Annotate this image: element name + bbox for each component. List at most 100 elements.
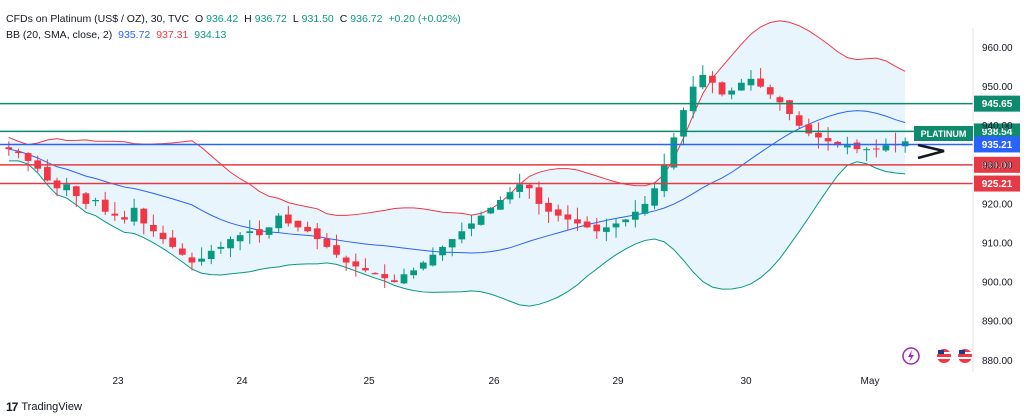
candle-body [265, 227, 273, 235]
low-value: 931.50 [301, 13, 334, 25]
x-tick-label: 30 [740, 376, 752, 387]
candle-body [776, 97, 784, 103]
bb-upper-value: 937.31 [156, 29, 189, 41]
tradingview-logo-icon: 17 [6, 400, 18, 414]
candle-body [506, 192, 514, 200]
candle-body [709, 75, 716, 83]
price-axis: 960.00 950.00 940.00 930.00 920.00 910.00 900.… [982, 43, 1013, 367]
candle-body [622, 219, 630, 223]
candle-body [680, 110, 687, 137]
y-tick-label: 920.00 [982, 199, 1013, 210]
candle-body [217, 246, 225, 249]
level-tag-box [974, 123, 1020, 140]
candle-body [150, 224, 157, 232]
candle-body [496, 200, 504, 210]
candle-body [699, 74, 707, 88]
candle-body [477, 215, 485, 225]
change-value: +0.20 (+0.02%) [388, 13, 461, 25]
level-tag-box [974, 95, 1020, 112]
indicator-header[interactable]: BB (20, SMA, close, 2) 935.72 937.31 934… [6, 29, 229, 41]
y-tick-label: 880.00 [982, 356, 1013, 367]
symbol-name: CFDs on Platinum (US$ / OZ), 30, TVC [6, 13, 190, 25]
candle-body [390, 280, 398, 283]
candle-body [188, 257, 196, 263]
y-tick-label: 940.00 [982, 121, 1013, 132]
candle-body [525, 184, 533, 189]
candle-body [429, 254, 437, 266]
candle-body [728, 90, 736, 95]
candle-body [795, 115, 803, 126]
candle-body [458, 231, 466, 240]
symbol-header: CFDs on Platinum (US$ / OZ), 30, TVC O 93… [6, 13, 464, 25]
x-tick-label: 26 [488, 376, 500, 387]
candle-body [834, 141, 842, 146]
candle-body [207, 250, 215, 259]
candle-body [323, 238, 331, 247]
bb-lower-value: 934.13 [194, 29, 227, 41]
candle-body [111, 213, 119, 216]
candle-body [737, 82, 745, 91]
candle-body [882, 145, 890, 151]
candle-body [304, 226, 311, 232]
candle-body [535, 187, 543, 204]
candle-body [284, 214, 292, 224]
y-tick-label: 890.00 [982, 317, 1013, 328]
us-flag-icon-2 [958, 349, 972, 363]
candle-body [545, 202, 552, 212]
candle-body [178, 248, 186, 255]
candle-body [843, 145, 851, 148]
candle-body [333, 245, 340, 255]
horizontal-levels: 945.65 938.54 935.21 930.00 925.21 [0, 95, 1020, 192]
candle-body [564, 214, 572, 220]
candle-body [101, 199, 109, 212]
close-label: C [339, 13, 348, 25]
level-tag-label: 938.54 [982, 127, 1013, 138]
candle-body [43, 167, 51, 181]
candle-body [419, 262, 427, 269]
low-label: L [292, 13, 299, 25]
candle-body [130, 207, 138, 222]
candle-body [766, 87, 774, 95]
bb-basis-value: 935.72 [118, 29, 151, 41]
open-label: O [194, 13, 204, 25]
candle-body [603, 227, 610, 232]
candle-body [631, 211, 639, 220]
candle-body [824, 138, 832, 142]
candle-body [381, 274, 389, 279]
candle-body [439, 246, 446, 256]
candle-body [593, 224, 601, 232]
y-tick-label: 930.00 [982, 160, 1013, 171]
candle-body [853, 142, 861, 150]
candle-body [641, 203, 649, 214]
candle-body [227, 239, 234, 249]
candle-body [5, 147, 13, 150]
candle-body [63, 184, 71, 191]
candle-body [718, 82, 726, 95]
bb-label: BB (20, SMA, close, 2) [6, 29, 113, 41]
high-value: 936.72 [254, 13, 287, 25]
candle-body [246, 231, 254, 234]
candle-body [256, 229, 263, 236]
candle-body [400, 274, 408, 284]
time-axis: 23 24 25 26 29 30 May [112, 376, 879, 387]
candle-body [747, 78, 755, 86]
candle-body [294, 220, 302, 228]
y-tick-label: 950.00 [982, 82, 1013, 93]
candle-body [159, 232, 167, 240]
bollinger-bands [8, 20, 906, 307]
candle-body [815, 132, 822, 138]
candle-body [612, 223, 620, 228]
candle-body [660, 164, 668, 192]
candle-body [275, 215, 283, 229]
candle-body [448, 239, 456, 248]
level-tag-box [974, 136, 1020, 153]
high-label: H [244, 13, 252, 25]
candle-body [140, 208, 148, 224]
x-tick-label: May [861, 376, 880, 387]
candle-body [236, 235, 244, 242]
candle-body [92, 200, 99, 202]
x-tick-label: 25 [363, 376, 375, 387]
tradingview-footer[interactable]: 17 TradingView [6, 400, 82, 414]
level-tag-label: 925.21 [982, 179, 1013, 190]
